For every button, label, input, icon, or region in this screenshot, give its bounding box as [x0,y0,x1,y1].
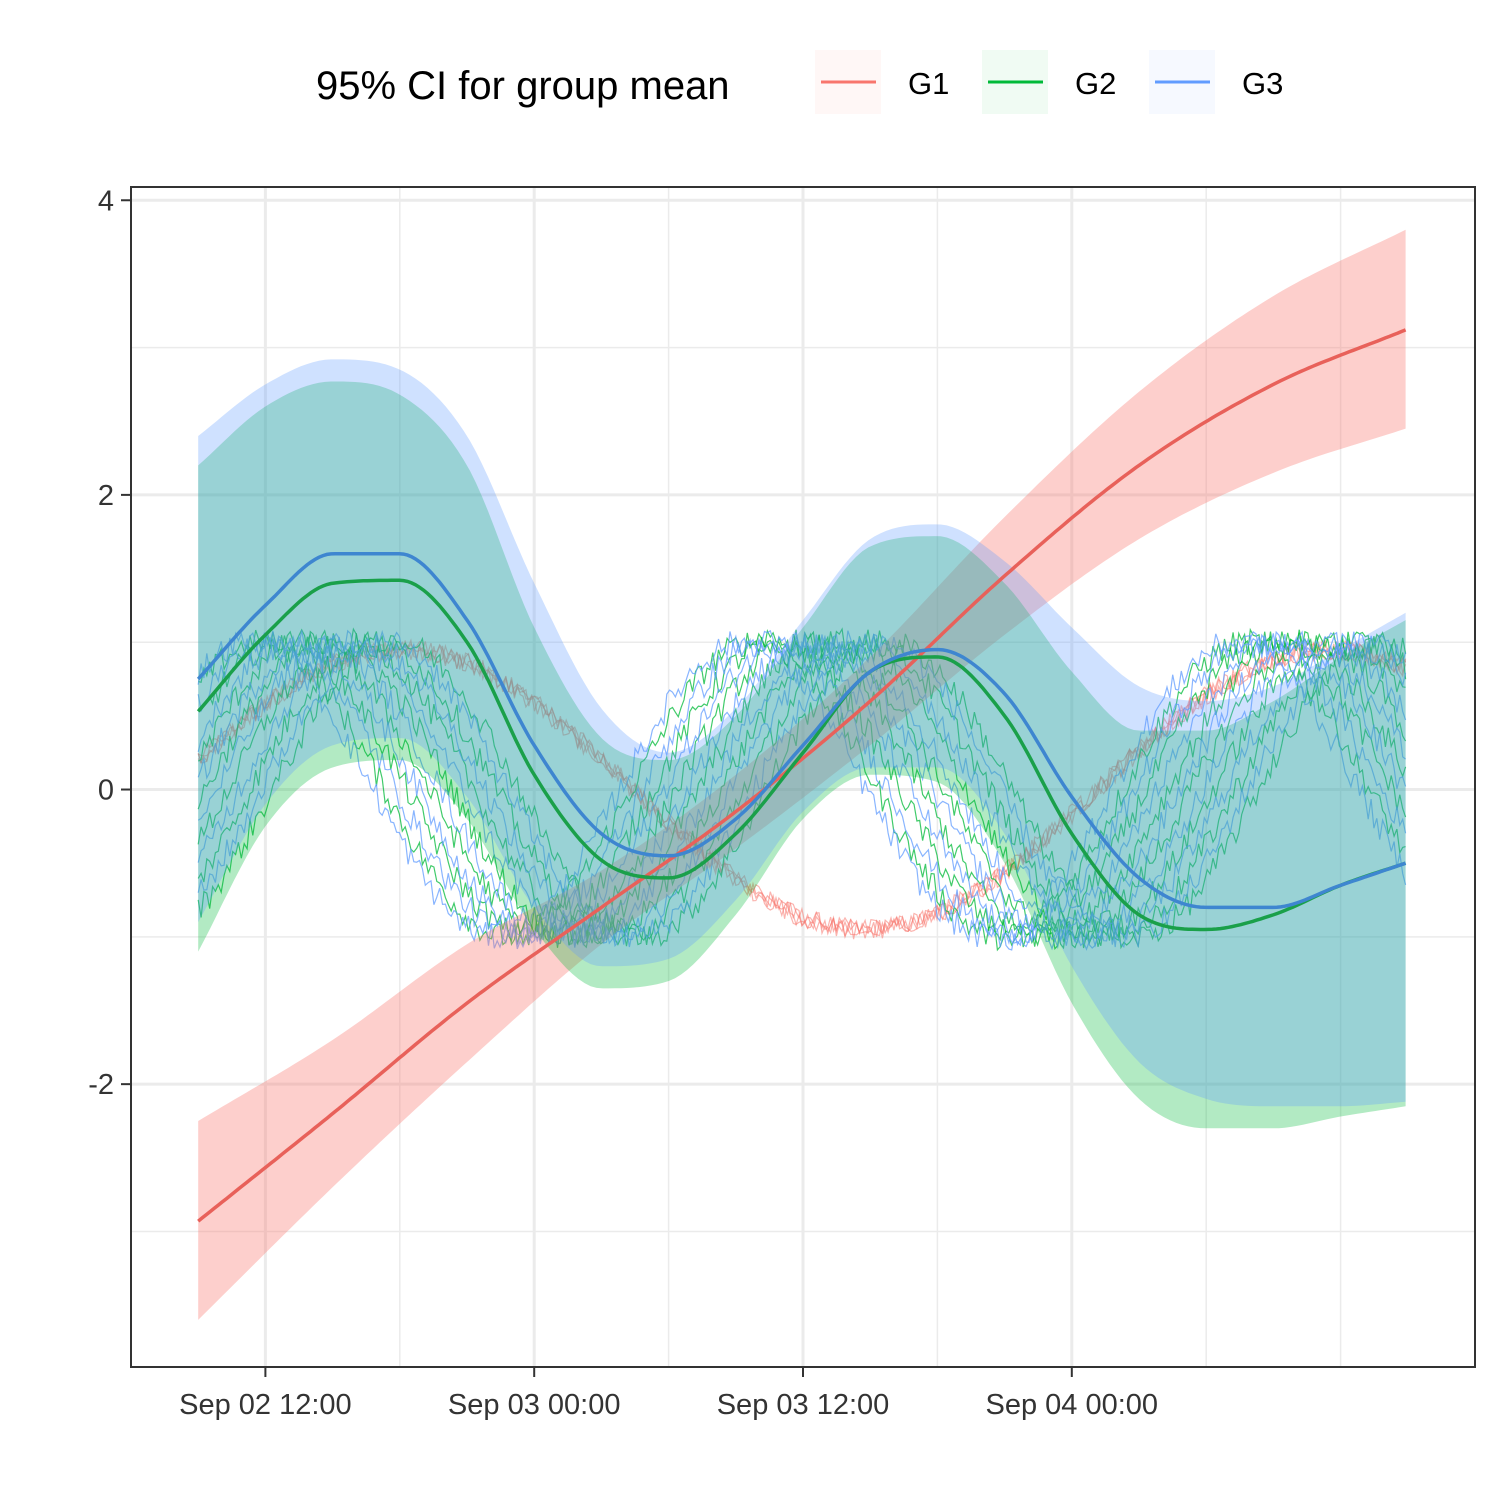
raw-traces [197,627,1407,952]
plot-panel [130,186,1476,1368]
x-tick-label: Sep 03 12:00 [717,1389,890,1421]
raw-trace-g1 [197,640,1407,940]
x-tick-label: Sep 04 00:00 [986,1389,1159,1421]
legend-label-g1: G1 [908,66,949,101]
y-tick-label: 4 [98,185,114,217]
legend-key-g1 [815,50,881,114]
x-tick-label: Sep 03 00:00 [448,1389,621,1421]
raw-trace-g3 [197,629,1407,951]
x-tick-label: Sep 02 12:00 [179,1389,352,1421]
raw-trace-g2 [197,630,1407,949]
legend: 95% CI for group mean G1 G2 G3 [316,50,1283,114]
raw-trace-g3 [197,630,1407,949]
y-axis: -2 0 2 4 [88,185,131,1101]
mean-line-g2 [196,578,1407,932]
raw-trace-g2 [197,629,1407,950]
raw-trace-g2 [197,628,1407,950]
raw-trace-g3 [197,629,1407,948]
legend-key-g3 [1149,50,1215,114]
y-tick-label: -2 [88,1069,114,1101]
raw-trace-g3 [197,631,1407,949]
legend-title: 95% CI for group mean [316,64,730,108]
ci-ribbon-g1 [198,229,1406,1320]
x-axis: Sep 02 12:00 Sep 03 00:00 Sep 03 12:00 Sep … [179,1367,1158,1421]
y-tick-label: 0 [98,775,114,807]
legend-key-g2 [982,50,1048,114]
ci-ribbon-g3 [198,359,1406,1107]
mean-line-g1 [197,328,1407,1223]
legend-label-g2: G2 [1075,66,1116,101]
legend-label-g3: G3 [1242,66,1283,101]
mean-line-g3 [196,552,1407,910]
raw-trace-g3 [197,630,1406,951]
mean-lines [196,328,1407,1223]
y-tick-label: 2 [98,480,114,512]
raw-trace-g1 [197,638,1407,940]
